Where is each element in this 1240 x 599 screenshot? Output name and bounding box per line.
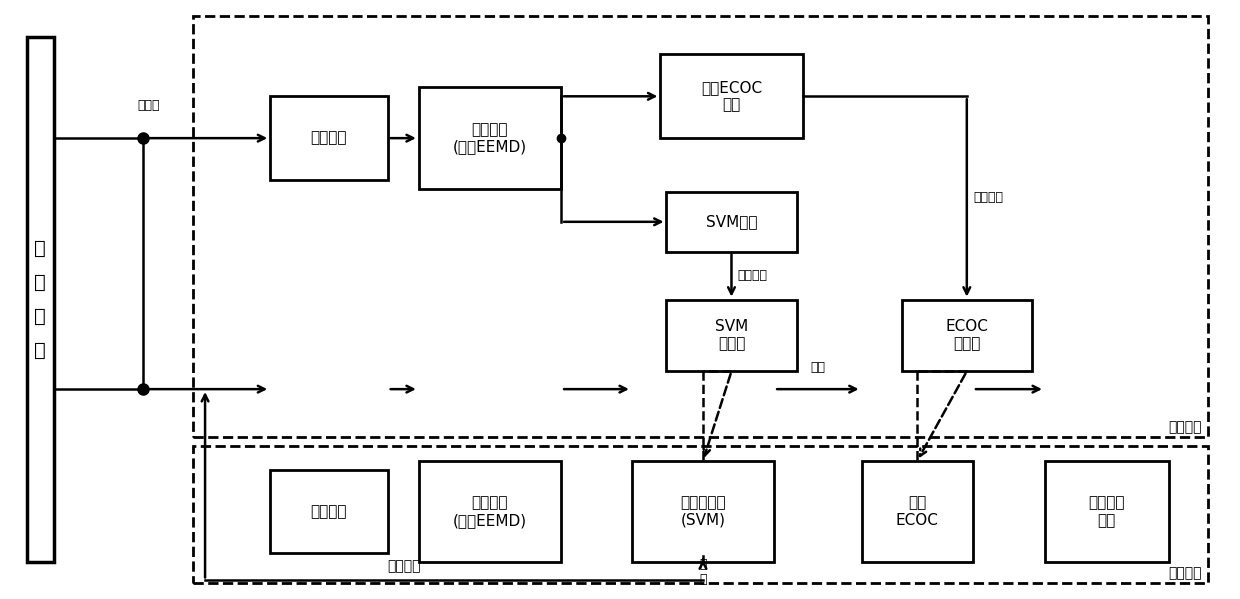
Text: SVM
参数库: SVM 参数库	[714, 319, 748, 352]
Text: 改进
ECOC: 改进 ECOC	[895, 495, 939, 528]
FancyBboxPatch shape	[666, 192, 796, 252]
Text: 特征提取
(改进EEMD): 特征提取 (改进EEMD)	[453, 122, 527, 155]
Text: 卫
星
电
源: 卫 星 电 源	[35, 239, 46, 360]
Text: ECOC
参数库: ECOC 参数库	[945, 319, 988, 352]
Text: 参数存储: 参数存储	[738, 269, 768, 282]
Text: 模式分类器
(SVM): 模式分类器 (SVM)	[681, 495, 725, 528]
FancyBboxPatch shape	[862, 461, 973, 562]
Text: 信号获取: 信号获取	[311, 131, 347, 146]
FancyBboxPatch shape	[270, 96, 388, 180]
FancyBboxPatch shape	[1045, 461, 1169, 562]
Text: 健: 健	[699, 558, 707, 571]
Text: 信号获取: 信号获取	[311, 504, 347, 519]
Text: 在线诊断: 在线诊断	[1168, 567, 1202, 580]
Text: 确定故障
模式: 确定故障 模式	[1089, 495, 1125, 528]
Text: 改进ECOC
训练: 改进ECOC 训练	[701, 80, 763, 113]
Text: 故障: 故障	[811, 361, 826, 374]
Text: 康: 康	[699, 573, 707, 586]
FancyBboxPatch shape	[419, 461, 562, 562]
FancyBboxPatch shape	[660, 55, 802, 138]
Text: 离线训练: 离线训练	[1168, 420, 1202, 434]
Text: 可测点: 可测点	[136, 99, 160, 112]
FancyBboxPatch shape	[631, 461, 774, 562]
Text: 参数存储: 参数存储	[973, 192, 1003, 204]
FancyBboxPatch shape	[270, 470, 388, 553]
FancyBboxPatch shape	[901, 300, 1032, 371]
FancyBboxPatch shape	[666, 300, 796, 371]
Text: SVM训练: SVM训练	[706, 214, 758, 229]
Text: 特征提取
(改进EEMD): 特征提取 (改进EEMD)	[453, 495, 527, 528]
FancyBboxPatch shape	[419, 87, 562, 189]
FancyBboxPatch shape	[27, 37, 55, 562]
Text: 重新监测: 重新监测	[388, 559, 422, 573]
